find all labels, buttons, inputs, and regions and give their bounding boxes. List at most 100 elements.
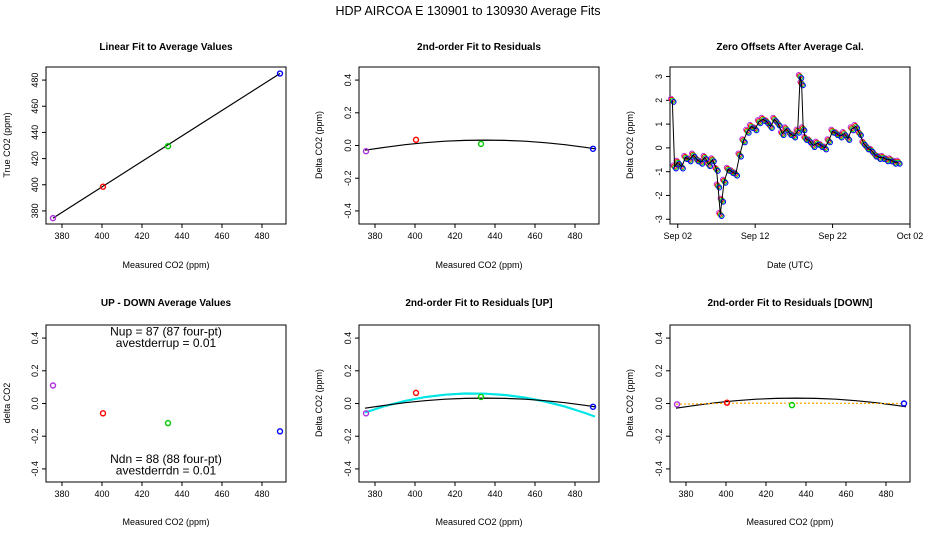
panel-title: 2nd-order Fit to Residuals [DOWN] <box>708 298 873 309</box>
x-tick-label: 400 <box>407 489 422 499</box>
y-tick-label: 380 <box>30 203 40 218</box>
y-tick-label: 1 <box>654 122 664 127</box>
panel-title: 2nd-order Fit to Residuals [UP] <box>405 298 552 309</box>
x-tick-label: Oct 02 <box>897 231 924 241</box>
series-point <box>800 82 806 89</box>
panel-title: 2nd-order Fit to Residuals <box>417 42 541 53</box>
series-point <box>726 168 733 174</box>
y-tick-label: -2 <box>654 191 664 199</box>
panel-up-down: UP - DOWN Average Values 380 400 420 440 460… <box>2 298 287 527</box>
fit-line <box>52 72 281 219</box>
x-tick-label: 400 <box>407 231 422 241</box>
series-point <box>722 179 729 186</box>
x-tick-label: 400 <box>94 231 109 241</box>
x-tick-label: 460 <box>214 489 229 499</box>
data-point <box>164 419 172 427</box>
data-point <box>362 410 370 417</box>
x-tick-label: 440 <box>487 489 502 499</box>
data-point <box>412 136 420 143</box>
y-tick-label: -0.2 <box>343 428 353 444</box>
data-point <box>99 183 107 190</box>
y-tick-label: 0.0 <box>30 397 40 410</box>
y-tick-label: -0.4 <box>654 461 664 477</box>
series-point <box>680 165 686 172</box>
series-point <box>783 126 790 133</box>
series-point <box>716 184 723 191</box>
data-point <box>276 70 284 77</box>
series-point <box>683 155 689 161</box>
x-tick-label: 380 <box>678 489 693 499</box>
x-tick-label: 380 <box>54 231 69 241</box>
plot-marks: Sep 02 Sep 12 Sep 22 Oct 02 -3 -2 -1 0 1 2 3 <box>654 71 924 241</box>
y-tick-label: -0.4 <box>30 461 40 477</box>
x-tick-label: 460 <box>527 489 542 499</box>
series-point <box>702 155 709 161</box>
x-tick-label: 380 <box>54 489 69 499</box>
y-tick-label: 0.2 <box>343 365 353 378</box>
y-axis-label: Delta CO2 (ppm) <box>625 111 635 179</box>
series-point <box>673 165 679 172</box>
series-point <box>775 121 782 128</box>
plot-box <box>45 66 287 225</box>
data-point <box>589 145 597 152</box>
series-point <box>714 168 721 174</box>
series-point <box>748 124 755 130</box>
x-tick-label: 420 <box>447 231 462 241</box>
fit-line <box>675 402 905 405</box>
plot-box <box>669 66 911 225</box>
x-axis-label: Measured CO2 (ppm) <box>122 517 209 527</box>
y-tick-label: 460 <box>30 99 40 114</box>
y-tick-label: -0.2 <box>343 170 353 186</box>
data-point <box>49 214 57 222</box>
series-point <box>810 143 817 149</box>
y-tick-label: -1 <box>654 168 664 176</box>
annotation-text: avestderrdn = 0.01 <box>116 464 217 478</box>
series-point <box>694 157 701 164</box>
x-tick-label: 480 <box>567 489 582 499</box>
series-point <box>670 99 677 105</box>
y-tick-label: -3 <box>654 215 664 223</box>
y-tick-label: -0.4 <box>343 461 353 477</box>
series-point <box>846 137 853 143</box>
data-point <box>362 148 370 155</box>
y-axis-label: True CO2 (ppm) <box>2 112 12 177</box>
y-tick-label: 0.0 <box>343 397 353 410</box>
panel-residuals-down: 2nd-order Fit to Residuals [DOWN] 380 400… <box>625 298 911 527</box>
x-tick-label: Sep 12 <box>741 231 770 241</box>
x-tick-label: 420 <box>758 489 773 499</box>
panel-title: Linear Fit to Average Values <box>99 42 233 53</box>
series-point <box>769 125 775 132</box>
y-tick-label: 400 <box>30 177 40 192</box>
x-tick-label: 480 <box>254 231 269 241</box>
y-tick-label: 0.4 <box>343 332 353 345</box>
fit-line <box>675 397 907 409</box>
annotation-text: Nup = 87 (87 four-pt) <box>110 325 222 339</box>
annotation-text: avestderrup = 0.01 <box>116 336 217 350</box>
data-point <box>276 428 284 435</box>
fit-line <box>364 397 596 409</box>
plot-marks: 380 400 420 440 460 480 -0.4 -0.2 0.0 0.2 0.4 <box>654 332 908 499</box>
series-point <box>675 159 682 166</box>
x-axis-label: Measured CO2 (ppm) <box>122 260 209 270</box>
data-point <box>412 389 420 397</box>
plot-marks: 380 400 420 440 460 480 380 400 420 440 460 480 <box>30 70 284 241</box>
panel-zero-offsets: Zero Offsets After Average Cal. Sep 02 Se… <box>625 42 923 270</box>
y-tick-label: 0.2 <box>343 107 353 120</box>
figure-title: HDP AIRCOA E 130901 to 130930 Average Fi… <box>336 4 601 18</box>
x-tick-label: 400 <box>718 489 733 499</box>
plot-marks: 380 400 420 440 460 480 -0.4 -0.2 0.0 0.2 0.4 Nup =… <box>30 325 284 499</box>
x-tick-label: 440 <box>487 231 502 241</box>
series-point <box>725 166 732 173</box>
x-tick-label: 420 <box>134 489 149 499</box>
y-tick-label: 480 <box>30 73 40 88</box>
plot-marks: 380 400 420 440 460 480 -0.4 -0.2 0.0 0.2 0.4 <box>343 74 597 241</box>
x-tick-label: 420 <box>447 489 462 499</box>
x-tick-label: 460 <box>838 489 853 499</box>
x-axis-label: Measured CO2 (ppm) <box>435 260 522 270</box>
x-tick-label: 480 <box>254 489 269 499</box>
series-point <box>756 119 763 126</box>
y-tick-label: -0.2 <box>30 428 40 444</box>
series-point <box>720 198 727 205</box>
series-point <box>803 136 809 142</box>
plot-marks: 380 400 420 440 460 480 -0.4 -0.2 0.0 0.2 0.4 <box>343 332 597 499</box>
